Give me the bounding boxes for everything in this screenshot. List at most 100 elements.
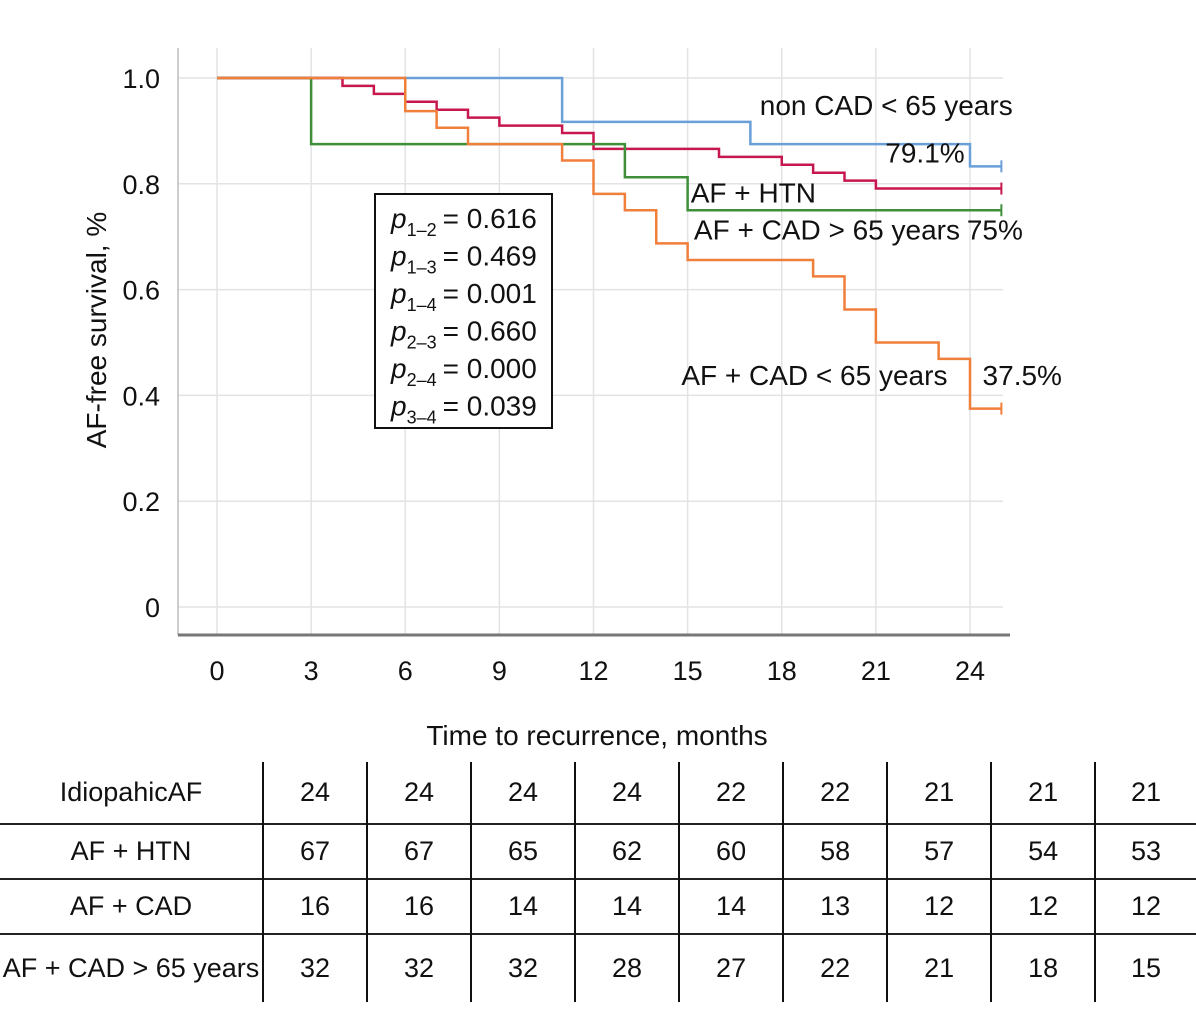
p-symbol: p (390, 203, 407, 234)
p-subscript: 3–4 (407, 408, 437, 428)
risk-table-row: AF + HTN 67 67 65 62 60 58 57 54 53 (0, 823, 1196, 879)
curve-annotation: 37.5% (983, 360, 1062, 391)
risk-cell: 24 (261, 762, 368, 824)
p-symbol: p (390, 241, 407, 272)
risk-cell: 24 (366, 762, 472, 824)
y-tick-label: 1.0 (122, 64, 160, 94)
p-subscript: 1–3 (407, 258, 437, 278)
risk-cell: 14 (470, 878, 576, 934)
y-tick-labels: 0 0.2 0.4 0.6 0.8 1.0 (122, 64, 160, 623)
risk-table-row: AF + CAD 16 16 14 14 14 13 12 12 12 (0, 878, 1196, 934)
x-axis-title: Time to recurrence, months (426, 720, 767, 751)
series-af-cad-65-years (217, 76, 1003, 217)
risk-row-label: IdiopahicAF (59, 777, 203, 807)
series-lines (217, 76, 1003, 415)
p-value-line: p1–4 = 0.001 (390, 278, 537, 315)
axes (177, 48, 1010, 637)
y-tick-label: 0.8 (122, 170, 160, 200)
grid (178, 48, 1003, 635)
survival-curve (217, 76, 1002, 410)
risk-cell: 22 (678, 762, 784, 824)
risk-cell: 21 (886, 762, 992, 824)
x-tick-label: 12 (578, 656, 608, 686)
risk-table-row: IdiopahicAF 24 24 24 24 22 22 21 21 21 (0, 762, 1196, 824)
p-symbol: p (390, 353, 407, 384)
risk-cell: 15 (1094, 933, 1196, 1002)
curve-annotation: AF + CAD < 65 years (681, 360, 947, 391)
risk-cell: 22 (782, 762, 888, 824)
risk-cell: 67 (366, 823, 472, 879)
risk-cell: 32 (261, 933, 368, 1002)
x-tick-label: 15 (673, 656, 703, 686)
risk-cell: 22 (782, 933, 888, 1002)
survival-curve (217, 76, 1002, 168)
p-symbol: p (390, 391, 407, 422)
curve-annotation: AF + CAD > 65 years (694, 214, 960, 245)
curve-annotation: 75% (967, 214, 1023, 245)
x-tick-labels: 0 3 6 9 12 15 18 21 24 (209, 656, 985, 686)
y-tick-label: 0.4 (122, 381, 160, 411)
risk-cell: 53 (1094, 823, 1196, 879)
risk-table-row: AF + CAD > 65 years 32 32 32 28 27 22 21 18 15 (0, 933, 1196, 1002)
p-value-line: p2–3 = 0.660 (390, 316, 537, 353)
survival-curve (217, 76, 1002, 190)
curve-annotation: non CAD < 65 years (760, 90, 1013, 121)
survival-curve (217, 76, 1002, 212)
risk-row-label: AF + CAD > 65 years (0, 933, 263, 1002)
p-value: = 0.469 (443, 241, 537, 272)
p-value-line: p2–4 = 0.000 (390, 353, 537, 390)
x-tick-label: 24 (955, 656, 985, 686)
risk-cell: 13 (782, 878, 888, 934)
risk-cell: 16 (261, 878, 368, 934)
x-tick-label: 18 (767, 656, 797, 686)
risk-cell: 60 (678, 823, 784, 879)
risk-cell: 32 (366, 933, 472, 1002)
p-value: = 0.660 (443, 316, 537, 347)
risk-cell: 54 (990, 823, 1096, 879)
risk-cell: 62 (574, 823, 680, 879)
series-non-cad-65-years (217, 76, 1003, 173)
survival-chart: 0 3 6 9 12 15 18 21 24 0 0.2 0.4 0.6 0.8 1.0 non CAD … (81, 48, 1062, 751)
p-value: = 0.039 (443, 391, 537, 422)
p-value: = 0.001 (443, 278, 537, 309)
x-tick-label: 21 (861, 656, 891, 686)
y-tick-label: 0.6 (122, 276, 160, 306)
p-value: = 0.000 (443, 353, 537, 384)
risk-cell: 18 (990, 933, 1096, 1002)
risk-row-label: AF + CAD (0, 878, 263, 934)
y-tick-label: 0 (145, 593, 160, 623)
risk-cell: 57 (886, 823, 992, 879)
p-subscript: 2–4 (407, 370, 437, 390)
p-value-line: p1–3 = 0.469 (390, 241, 537, 278)
p-subscript: 1–4 (407, 295, 437, 315)
risk-cell: 32 (470, 933, 576, 1002)
series-af-htn (217, 76, 1003, 195)
risk-cell: 21 (990, 762, 1096, 824)
y-axis-title: AF-free survival, % (81, 212, 112, 449)
curve-annotation: 79.1% (885, 138, 964, 169)
curve-annotation: AF + HTN (691, 177, 816, 208)
p-value: = 0.616 (443, 203, 537, 234)
x-tick-label: 6 (398, 656, 413, 686)
p-subscript: 1–2 (407, 220, 437, 240)
risk-cell: 14 (678, 878, 784, 934)
risk-cell: 24 (470, 762, 576, 824)
number-at-risk-table: IdiopahicAF 24 24 24 24 22 22 21 21 21 AF + HTN 67 6… (0, 762, 1196, 1002)
risk-cell: 16 (366, 878, 472, 934)
risk-cell: 28 (574, 933, 680, 1002)
p-subscript: 2–3 (407, 333, 437, 353)
p-value-line: p3–4 = 0.039 (390, 391, 537, 428)
risk-cell: 58 (782, 823, 888, 879)
x-tick-label: 0 (209, 656, 224, 686)
x-tick-label: 3 (304, 656, 319, 686)
risk-cell: 21 (886, 933, 992, 1002)
risk-row-label: AF + HTN (0, 823, 263, 879)
p-symbol: p (390, 316, 407, 347)
x-tick-label: 9 (492, 656, 507, 686)
risk-cell: 27 (678, 933, 784, 1002)
p-value-line: p1–2 = 0.616 (390, 203, 537, 240)
annotations: non CAD < 65 years 79.1% AF + HTN AF + CAD … (681, 90, 1062, 391)
risk-cell: 12 (990, 878, 1096, 934)
risk-cell: 14 (574, 878, 680, 934)
